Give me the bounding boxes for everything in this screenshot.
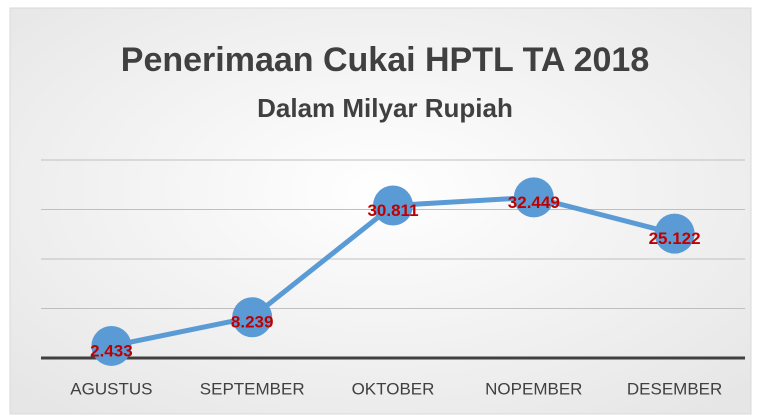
marker [654,213,695,254]
data-label: 30.811 [367,201,418,220]
x-tick-label: AGUSTUS [70,379,152,398]
marker [232,297,273,338]
data-label: 8.239 [231,313,274,332]
chart-subtitle: Dalam Milyar Rupiah [257,93,513,123]
data-label: 32.449 [508,193,560,212]
x-tick-label: DESEMBER [627,379,722,398]
chart-title: Penerimaan Cukai HPTL TA 2018 [121,41,649,79]
x-tick-label: OKTOBER [352,379,435,398]
marker [513,177,554,218]
data-label: 2.433 [90,341,133,360]
x-tick-label: NOPEMBER [485,379,582,398]
marker [373,185,413,226]
x-tick-label: SEPTEMBER [200,379,305,398]
data-label: 25.122 [649,229,701,248]
marker [91,325,132,366]
